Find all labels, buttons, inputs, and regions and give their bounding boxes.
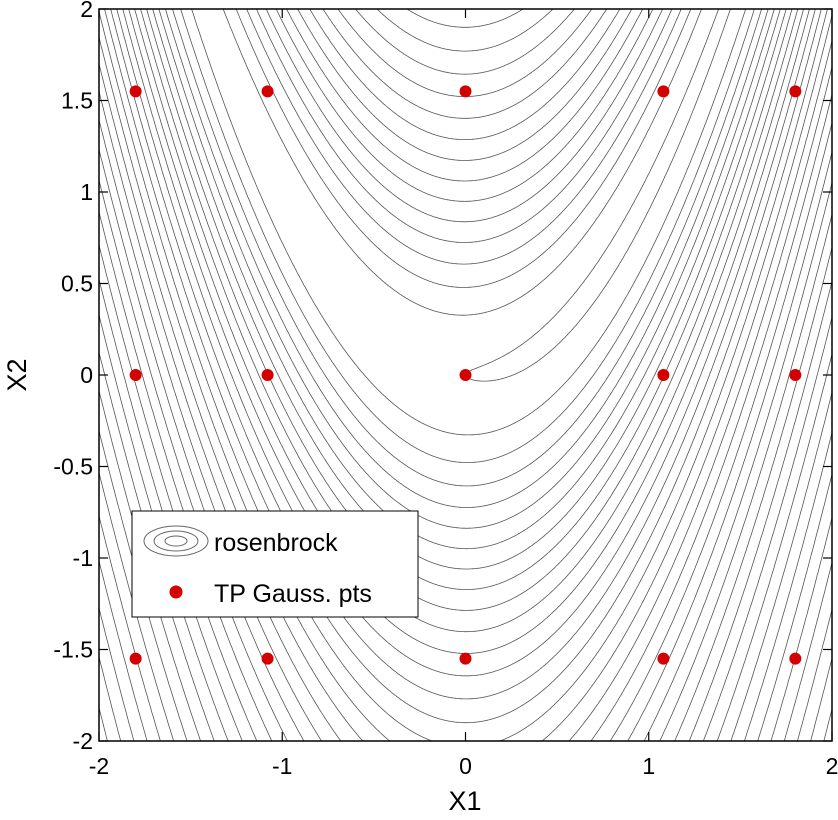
contour-line-12-upper: [354, 9, 575, 75]
contour-line-10-upper: [322, 9, 608, 119]
axis-ticks: -2 -1 0 1 2 -2 -1.5 -1 -0.5 0 0.5 1 1.5 2: [53, 0, 838, 779]
contour-line-30-lower: [99, 515, 832, 741]
y-tick-label: -2: [73, 728, 93, 754]
y-tick-label: -1.5: [53, 637, 93, 663]
contour-line-34-lower: [99, 707, 832, 741]
y-axis-label: X2: [2, 358, 32, 391]
gauss-point: [459, 652, 472, 665]
contour-line-14-lower: [104, 9, 828, 724]
gauss-point: [129, 369, 142, 381]
gauss-point: [789, 369, 802, 381]
gauss-point: [129, 85, 142, 98]
gauss-point: [657, 652, 670, 665]
legend-box: [131, 510, 419, 618]
y-tick-label: 2: [80, 0, 93, 22]
gauss-point: [657, 369, 670, 381]
contour-line-32-lower: [99, 607, 832, 741]
contour-line-4-upper: [256, 9, 673, 243]
contour-line-13-upper: [376, 9, 554, 52]
contour-line-13-lower: [110, 9, 822, 700]
y-tick-label: -0.5: [53, 454, 93, 480]
contour-line-5-upper: [265, 9, 664, 223]
contour-line-10-lower: [128, 9, 804, 633]
x-tick-label: 2: [826, 753, 838, 779]
contour-line-15-lower: [99, 11, 832, 741]
y-tick-label: -1: [73, 545, 93, 571]
gauss-point: [657, 85, 670, 98]
contour-line-6-lower: [152, 9, 781, 550]
y-tick-label: 0.5: [61, 271, 93, 297]
legend-label-rosenbrock: rosenbrock: [214, 529, 338, 557]
contour-line-0-lower: [465, 9, 731, 382]
contour-line-7-lower: [146, 9, 787, 570]
x-tick-label: -2: [89, 753, 109, 779]
contour-line-26-lower: [99, 352, 832, 741]
legend: rosenbrock TP Gauss. pts: [131, 510, 419, 618]
gauss-point: [261, 369, 274, 381]
contour-line-28-lower: [99, 430, 832, 741]
contour-line-9-lower: [134, 9, 799, 611]
y-tick-label: 1: [80, 179, 93, 205]
gauss-point: [459, 369, 472, 381]
y-tick-label: 0: [80, 362, 93, 388]
contour-line-2-upper: [235, 9, 692, 288]
contour-line-33-lower: [99, 656, 832, 741]
gauss-point: [261, 652, 274, 665]
x-tick-label: 1: [642, 753, 655, 779]
gauss-point: [459, 85, 472, 98]
y-tick-label: 1.5: [61, 88, 93, 114]
contour-line-2-lower: [180, 9, 755, 463]
contour-legend-icon: [143, 525, 209, 557]
contour-line-1-upper: [222, 9, 702, 316]
gauss-points: [129, 85, 802, 665]
contour-line-16-lower: [99, 37, 832, 741]
gauss-point: [789, 652, 802, 665]
gauss-point: [789, 85, 802, 98]
legend-label-gauss-points: TP Gauss. pts: [214, 580, 372, 608]
contour-line-29-lower: [99, 472, 832, 741]
contour-line-6-upper: [275, 9, 654, 202]
contour-line-4-lower: [165, 9, 769, 508]
contour-line-3-lower: [172, 9, 763, 487]
x-tick-label: -1: [272, 753, 292, 779]
contour-line-18-lower: [99, 91, 832, 741]
contour-line-17-lower: [99, 63, 832, 741]
contour-line-0-upper: [465, 9, 720, 376]
legend-marker-gauss-points: [169, 585, 183, 599]
contour-line-5-lower: [158, 9, 775, 529]
contour-line-7-upper: [286, 9, 644, 182]
gauss-point: [129, 652, 142, 665]
gauss-point: [261, 85, 274, 98]
contour-line-12-lower: [116, 9, 816, 677]
contour-line-19-lower: [99, 119, 832, 741]
contour-line-3-upper: [246, 9, 682, 265]
x-axis-label: X1: [448, 786, 481, 815]
x-tick-label: 0: [459, 753, 472, 779]
contour-line-31-lower: [99, 561, 832, 741]
contour-line-9-upper: [309, 9, 621, 140]
contour-line-1-lower: [191, 9, 747, 436]
contour-line-27-lower: [99, 390, 832, 741]
contour-line-14-upper: [406, 9, 524, 28]
contour-line-8-upper: [297, 9, 633, 161]
contour-line-8-lower: [140, 9, 793, 590]
contour-line-25-lower: [99, 315, 832, 741]
